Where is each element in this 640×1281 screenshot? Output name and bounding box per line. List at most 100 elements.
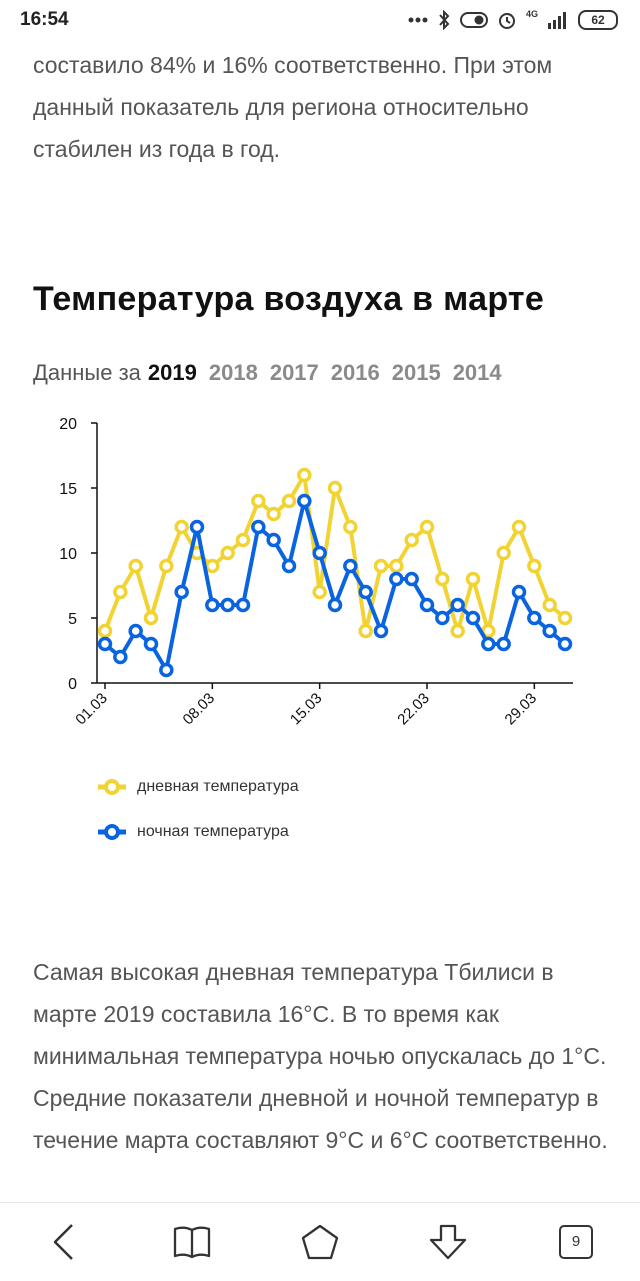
x-tick-label: 22.03 xyxy=(394,690,433,729)
home-icon xyxy=(301,1224,339,1260)
home-button[interactable] xyxy=(295,1219,345,1265)
legend-night[interactable]: ночная температура xyxy=(97,822,289,842)
data-point-night xyxy=(481,636,496,652)
book-icon xyxy=(173,1226,211,1259)
data-point-day xyxy=(557,610,573,626)
data-point-night xyxy=(205,597,220,613)
data-point-night xyxy=(143,636,159,652)
data-point-day xyxy=(419,519,435,535)
legend-night-marker xyxy=(98,824,126,840)
data-point-day xyxy=(389,558,404,574)
data-point-night xyxy=(450,597,465,613)
battery-icon: 62 xyxy=(578,10,618,30)
y-tick-label: 5 xyxy=(68,611,77,628)
data-point-night xyxy=(389,571,404,587)
status-bar: 16:54 4G 62 xyxy=(0,0,640,40)
data-point-day xyxy=(373,558,389,574)
data-point-night xyxy=(159,662,174,678)
data-point-night xyxy=(404,571,419,587)
section-title: Температура воздуха в марте xyxy=(33,280,545,318)
data-point-night xyxy=(174,584,189,600)
data-point-night xyxy=(113,649,128,665)
tabs-button[interactable]: 9 xyxy=(551,1219,601,1265)
data-point-night xyxy=(251,519,266,535)
toggle-icon xyxy=(459,12,488,28)
data-point-night xyxy=(327,597,343,613)
data-point-night xyxy=(97,636,113,652)
year-2014[interactable]: 2014 xyxy=(452,360,502,385)
data-point-day xyxy=(343,519,358,535)
data-point-day xyxy=(128,558,143,574)
data-point-night xyxy=(465,610,481,626)
status-time: 16:54 xyxy=(20,9,69,30)
data-point-day xyxy=(542,597,557,613)
intro-paragraph: составило 84% и 16% соответственно. При … xyxy=(33,52,553,162)
data-point-night xyxy=(542,623,557,639)
x-tick-label: 08.03 xyxy=(180,690,219,729)
data-point-day xyxy=(97,623,113,639)
tabs-icon: 9 xyxy=(559,1225,593,1259)
year-2017[interactable]: 2017 xyxy=(269,360,319,385)
data-point-day xyxy=(174,519,189,535)
year-2018[interactable]: 2018 xyxy=(208,360,258,385)
back-icon xyxy=(53,1224,73,1260)
more-dots-icon xyxy=(408,17,428,23)
legend-day-label: дневная температура xyxy=(137,778,299,795)
x-tick-label: 15.03 xyxy=(287,690,326,729)
legend-night-label: ночная температура xyxy=(137,823,289,840)
data-point-day xyxy=(358,623,373,639)
data-point-night xyxy=(128,623,143,639)
network-label: 4G xyxy=(525,9,538,19)
data-point-day xyxy=(220,545,235,561)
data-point-day xyxy=(496,545,511,561)
temperature-chart: 0 5 10 15 20 01.03 08.03 15.03 22.03 29.03 xyxy=(59,416,573,729)
data-point-night xyxy=(266,532,281,548)
data-point-day xyxy=(404,532,419,548)
bluetooth-icon xyxy=(439,10,450,30)
data-point-night xyxy=(343,558,358,574)
y-tick-label: 15 xyxy=(59,481,77,498)
data-point-day xyxy=(435,571,450,587)
data-point-night xyxy=(419,597,435,613)
summary-paragraph: Самая высокая дневная температура Тбилис… xyxy=(33,959,608,1153)
data-point-night xyxy=(373,623,389,639)
status-icons: 4G 62 xyxy=(408,8,618,32)
data-point-day xyxy=(312,584,327,600)
data-point-night xyxy=(527,610,542,626)
data-point-day xyxy=(281,493,297,509)
year-selector-prefix: Данные за xyxy=(33,360,141,385)
legend-day[interactable]: дневная температура xyxy=(97,777,299,797)
y-tick-label: 20 xyxy=(59,416,77,433)
data-point-day xyxy=(205,558,220,574)
data-point-day xyxy=(327,480,343,496)
legend-day-marker xyxy=(98,779,126,795)
data-point-day xyxy=(465,571,481,587)
data-point-night xyxy=(358,584,373,600)
data-point-night xyxy=(297,493,312,509)
data-point-day xyxy=(159,558,174,574)
year-2019[interactable]: 2019 xyxy=(147,360,197,385)
data-point-night xyxy=(557,636,573,652)
signal-icon xyxy=(548,12,566,29)
x-tick-label: 01.03 xyxy=(72,690,111,729)
year-2016[interactable]: 2016 xyxy=(330,360,380,385)
data-point-night xyxy=(235,597,251,613)
data-point-night xyxy=(511,584,527,600)
back-button[interactable] xyxy=(38,1219,88,1265)
data-point-day xyxy=(143,610,159,626)
download-button[interactable] xyxy=(423,1219,473,1265)
year-2015[interactable]: 2015 xyxy=(391,360,441,385)
data-point-day xyxy=(113,584,128,600)
y-tick-label: 0 xyxy=(68,676,77,693)
data-point-day xyxy=(235,532,251,548)
x-tick-label: 29.03 xyxy=(502,690,541,729)
bookmarks-button[interactable] xyxy=(167,1219,217,1265)
data-point-night xyxy=(312,545,327,561)
data-point-day xyxy=(527,558,542,574)
y-tick-label: 10 xyxy=(59,546,77,563)
data-point-night xyxy=(281,558,297,574)
data-point-day xyxy=(266,506,281,522)
data-point-night xyxy=(435,610,450,626)
download-icon xyxy=(429,1224,467,1260)
alarm-icon xyxy=(498,13,515,29)
